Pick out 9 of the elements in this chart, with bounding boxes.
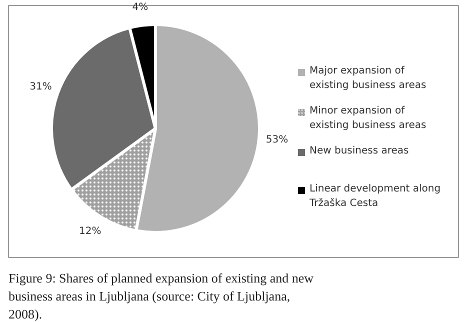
legend-label: Major expansion of existing business areas — [310, 66, 426, 91]
legend-label: Linear development along Tržaška Cesta — [308, 184, 441, 209]
legend-label: New business areas — [310, 146, 409, 156]
caption: Figure 9: Shares of planned expansion of existing and new business areas in Ljubljana (source: City of Ljubljana, 2008). — [8, 270, 314, 322]
data-label: 4% — [132, 2, 148, 13]
data-label: 53% — [266, 134, 288, 146]
data-label: 12% — [79, 226, 102, 238]
data-label: 31% — [30, 82, 52, 93]
legend-label: Minor expansion of existing business areas — [310, 106, 426, 131]
